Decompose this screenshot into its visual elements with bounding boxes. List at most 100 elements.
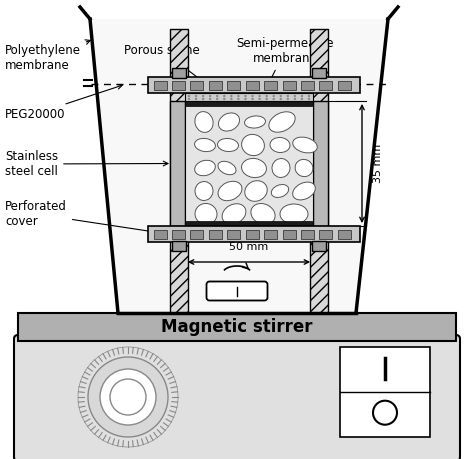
- Text: Perforated
cover: Perforated cover: [5, 200, 164, 235]
- Bar: [264, 230, 277, 239]
- Bar: [227, 81, 240, 90]
- Circle shape: [301, 95, 303, 97]
- Bar: [154, 81, 166, 90]
- Polygon shape: [90, 19, 388, 313]
- Bar: [172, 81, 185, 90]
- Bar: [283, 230, 296, 239]
- Circle shape: [110, 379, 146, 415]
- Circle shape: [202, 95, 204, 97]
- Bar: [283, 81, 296, 90]
- Ellipse shape: [269, 112, 295, 132]
- Bar: [264, 81, 277, 90]
- Ellipse shape: [242, 158, 266, 178]
- Text: PEG20000: PEG20000: [5, 84, 122, 121]
- Text: Magnetic stirrer: Magnetic stirrer: [161, 318, 313, 336]
- Ellipse shape: [293, 137, 317, 153]
- Ellipse shape: [195, 181, 213, 201]
- Circle shape: [308, 95, 310, 97]
- Circle shape: [294, 98, 296, 100]
- Circle shape: [373, 401, 397, 425]
- Circle shape: [251, 98, 254, 100]
- Bar: [209, 230, 222, 239]
- Circle shape: [88, 357, 168, 437]
- Ellipse shape: [245, 116, 265, 128]
- Bar: [310, 29, 328, 313]
- Ellipse shape: [280, 204, 308, 224]
- Circle shape: [230, 95, 233, 97]
- Bar: [18, 313, 456, 341]
- Ellipse shape: [270, 138, 290, 152]
- FancyBboxPatch shape: [207, 281, 267, 301]
- Bar: [185, 101, 313, 106]
- Circle shape: [251, 95, 254, 97]
- Bar: [338, 81, 351, 90]
- Bar: [340, 347, 430, 437]
- Circle shape: [100, 369, 156, 425]
- Circle shape: [188, 98, 190, 100]
- Circle shape: [301, 98, 303, 100]
- Bar: [170, 101, 185, 226]
- Bar: [172, 230, 185, 239]
- Circle shape: [280, 95, 282, 97]
- Circle shape: [237, 95, 240, 97]
- Text: 35 mm: 35 mm: [373, 144, 383, 183]
- Circle shape: [258, 98, 261, 100]
- Circle shape: [244, 98, 246, 100]
- Ellipse shape: [245, 181, 267, 202]
- Ellipse shape: [219, 113, 239, 131]
- Text: Stainless
steel cell: Stainless steel cell: [5, 150, 168, 178]
- Circle shape: [202, 98, 204, 100]
- Ellipse shape: [242, 134, 264, 156]
- Bar: [301, 81, 314, 90]
- Bar: [246, 230, 259, 239]
- Bar: [185, 101, 313, 226]
- Circle shape: [265, 95, 268, 97]
- Ellipse shape: [272, 158, 290, 178]
- Bar: [338, 230, 351, 239]
- Circle shape: [287, 95, 289, 97]
- Ellipse shape: [222, 204, 246, 224]
- Circle shape: [216, 98, 219, 100]
- Circle shape: [294, 95, 296, 97]
- Text: Polyethylene
membrane: Polyethylene membrane: [5, 40, 90, 72]
- Bar: [319, 81, 332, 90]
- Circle shape: [280, 98, 282, 100]
- Bar: [227, 230, 240, 239]
- Ellipse shape: [295, 159, 313, 177]
- Circle shape: [308, 98, 310, 100]
- Bar: [185, 93, 313, 101]
- Bar: [313, 101, 328, 226]
- Circle shape: [230, 98, 233, 100]
- FancyBboxPatch shape: [14, 335, 460, 459]
- Ellipse shape: [218, 139, 238, 151]
- Bar: [185, 221, 313, 226]
- Ellipse shape: [251, 203, 275, 224]
- Circle shape: [195, 95, 197, 97]
- Bar: [172, 241, 186, 251]
- Bar: [319, 230, 332, 239]
- Bar: [172, 68, 186, 78]
- Circle shape: [209, 95, 211, 97]
- Circle shape: [223, 98, 226, 100]
- Circle shape: [273, 95, 275, 97]
- Bar: [154, 230, 166, 239]
- Circle shape: [223, 95, 226, 97]
- Circle shape: [209, 98, 211, 100]
- Ellipse shape: [292, 182, 315, 200]
- Ellipse shape: [195, 112, 213, 132]
- Bar: [209, 81, 222, 90]
- Circle shape: [287, 98, 289, 100]
- Bar: [148, 226, 360, 242]
- Circle shape: [195, 98, 197, 100]
- Circle shape: [273, 98, 275, 100]
- Text: Semi-permeable
membrane: Semi-permeable membrane: [236, 37, 334, 94]
- Ellipse shape: [194, 139, 216, 151]
- Bar: [312, 68, 326, 78]
- Bar: [191, 230, 203, 239]
- Bar: [170, 29, 188, 313]
- Circle shape: [258, 95, 261, 97]
- Bar: [148, 77, 360, 93]
- Ellipse shape: [195, 160, 215, 176]
- Ellipse shape: [271, 185, 289, 197]
- Ellipse shape: [218, 181, 242, 201]
